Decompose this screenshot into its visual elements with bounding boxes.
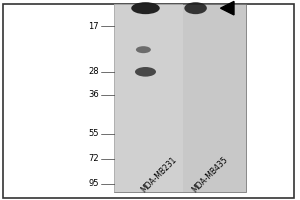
- Ellipse shape: [184, 2, 207, 14]
- Text: 36: 36: [88, 90, 99, 99]
- FancyBboxPatch shape: [3, 4, 294, 198]
- Ellipse shape: [131, 2, 160, 14]
- Bar: [114, 4, 183, 192]
- Text: MDA-MB435: MDA-MB435: [190, 155, 230, 194]
- Text: 17: 17: [88, 22, 99, 31]
- Text: 95: 95: [88, 179, 99, 188]
- Text: 28: 28: [88, 67, 99, 76]
- Text: 72: 72: [88, 154, 99, 163]
- Ellipse shape: [136, 46, 151, 53]
- Bar: [114, 4, 246, 192]
- Ellipse shape: [135, 67, 156, 77]
- Text: MDA-MB231: MDA-MB231: [139, 155, 178, 194]
- Text: 55: 55: [88, 129, 99, 138]
- Polygon shape: [220, 1, 234, 15]
